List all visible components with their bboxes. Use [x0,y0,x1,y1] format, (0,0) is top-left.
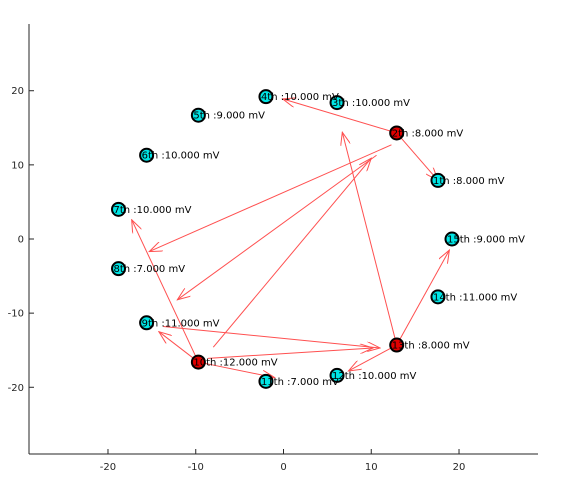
node-13 [389,337,405,353]
nodes [111,89,460,389]
node-7 [111,201,127,217]
y-tick-label: 0 [18,235,24,246]
arrow-11 [342,132,398,346]
node-3 [329,95,345,111]
node-label-15: 15th :9.000 mV [447,235,525,246]
node-label-4: 4th :10.000 mV [261,92,339,103]
node-6 [139,147,155,163]
arrow-7 [159,332,199,363]
node-14 [430,289,446,305]
y-tick-label: -10 [8,309,24,320]
node-2 [389,125,405,141]
x-tick-label: 20 [453,462,466,473]
node-label-7: 7th :10.000 mV [114,205,192,216]
arrow-12 [396,250,450,346]
arrow-4 [177,154,377,300]
arrow-13 [348,344,397,371]
node-4 [258,89,274,105]
node-label-10: 10th :12.000 mV [193,358,277,369]
node-label-12: 12th :10.000 mV [332,371,416,382]
arrow-1 [396,132,438,180]
y-tick-label: -20 [8,383,24,394]
x-tick-label: -10 [188,462,204,473]
x-tick-label: -20 [100,462,116,473]
y-tick-label: 20 [11,86,24,97]
node-15 [444,231,460,247]
node-label-13: 13th :8.000 mV [392,341,470,352]
node-label-2: 2th :8.000 mV [392,128,464,139]
node-label-1: 1th :8.000 mV [433,176,505,187]
arrows [132,99,450,378]
node-label-14: 14th :11.000 mV [433,292,517,303]
arrow-3 [149,144,392,252]
arrow-5 [212,158,371,348]
node-label-6: 6th :10.000 mV [142,151,220,162]
x-tick-label: 0 [280,462,286,473]
y-tick-label: 10 [11,160,24,171]
arrow-2 [283,99,397,134]
node-label-8: 8th :7.000 mV [114,264,186,275]
node-10 [190,354,206,370]
node-11 [258,373,274,389]
axes: -20 -10 0 10 20 -20 -10 0 10 20 [8,24,538,473]
node-labels: 1th :8.000 mV 2th :8.000 mV 3th :10.000 mV… [114,92,526,388]
node-8 [111,261,127,277]
node-label-9: 9th :11.000 mV [142,318,220,329]
node-1 [430,172,446,188]
node-label-11: 11th :7.000 mV [261,377,339,388]
arrow-6 [132,220,199,363]
arrow-9 [207,348,373,359]
node-label-3: 3th :10.000 mV [332,98,410,109]
x-tick-label: 10 [365,462,378,473]
node-label-5: 5th :9.000 mV [193,111,265,122]
node-5 [190,107,206,123]
node-9 [139,315,155,331]
arrow-10 [163,325,380,348]
node-12 [329,367,345,383]
